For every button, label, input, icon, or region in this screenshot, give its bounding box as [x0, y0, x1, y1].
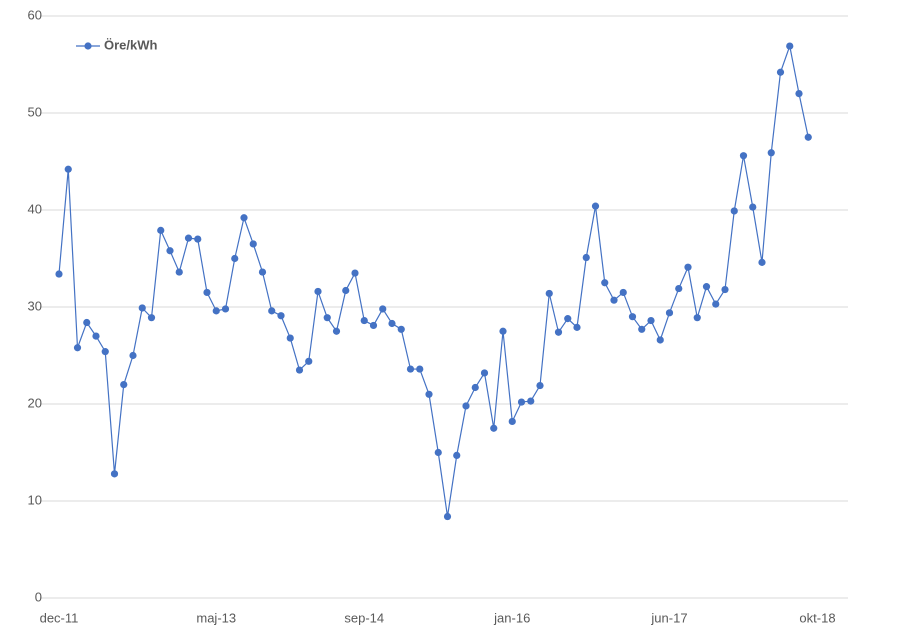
point — [120, 381, 128, 389]
point — [388, 319, 396, 328]
point — [157, 226, 165, 234]
point — [138, 304, 146, 312]
point — [471, 383, 479, 392]
point — [554, 328, 563, 336]
point — [351, 269, 359, 277]
point — [129, 351, 137, 360]
point — [379, 305, 387, 313]
point — [721, 285, 729, 294]
y-tick-label: 30 — [28, 298, 42, 313]
x-tick-label: sep-14 — [344, 610, 384, 625]
point — [231, 254, 239, 263]
point — [64, 165, 72, 173]
point — [776, 68, 785, 76]
point — [527, 397, 535, 405]
point — [305, 357, 313, 365]
point — [314, 287, 322, 296]
point — [656, 336, 664, 344]
point — [73, 344, 82, 352]
point — [166, 247, 174, 255]
point — [628, 313, 637, 321]
point — [369, 321, 378, 330]
point — [443, 512, 452, 521]
point — [536, 381, 544, 390]
point — [684, 263, 692, 271]
point — [601, 279, 609, 287]
point — [175, 268, 183, 276]
point — [758, 258, 766, 266]
x-tick-label: dec-11 — [40, 610, 79, 625]
point — [83, 318, 91, 327]
y-tick-label: 40 — [28, 201, 42, 216]
point — [490, 424, 498, 432]
point — [665, 309, 674, 317]
point — [194, 235, 202, 243]
point — [101, 348, 109, 356]
point — [342, 286, 350, 295]
point — [184, 234, 193, 242]
point — [749, 203, 757, 211]
point — [702, 283, 711, 291]
point — [499, 327, 507, 335]
point — [277, 312, 285, 320]
point — [249, 240, 257, 248]
point — [795, 90, 803, 98]
point — [434, 448, 442, 457]
point — [582, 253, 590, 262]
point — [212, 307, 220, 315]
point — [508, 417, 516, 426]
point — [786, 42, 794, 50]
point — [693, 314, 701, 322]
point — [221, 305, 230, 313]
point — [610, 296, 618, 304]
x-tick-label: okt-18 — [799, 610, 835, 625]
point — [203, 288, 211, 297]
point — [416, 365, 424, 373]
point — [804, 133, 812, 141]
point — [258, 268, 267, 276]
point — [268, 307, 276, 315]
legend-label: Öre/kWh — [104, 37, 158, 52]
point — [638, 325, 646, 333]
point — [712, 300, 720, 308]
point — [92, 332, 100, 340]
point — [55, 270, 63, 278]
point — [767, 149, 775, 157]
point — [545, 289, 553, 298]
point — [147, 314, 156, 322]
point — [286, 334, 294, 342]
point — [730, 207, 738, 215]
point — [110, 470, 119, 478]
point — [517, 398, 526, 406]
line — [58, 43, 809, 517]
x-tick-label: maj-13 — [196, 610, 236, 625]
point — [480, 369, 489, 377]
y-tick-label: 10 — [28, 492, 42, 507]
point — [323, 314, 331, 322]
y-tick-label: 60 — [28, 7, 42, 22]
point — [397, 325, 405, 333]
point — [739, 152, 748, 160]
legend-marker — [84, 42, 92, 50]
point — [573, 323, 581, 331]
point — [462, 402, 470, 410]
point — [240, 214, 248, 222]
x-tick-label: jan-16 — [493, 610, 530, 625]
point — [425, 390, 433, 398]
point — [564, 315, 572, 323]
x-tick-label: jun-17 — [650, 610, 687, 625]
y-tick-label: 50 — [28, 104, 42, 119]
point — [332, 327, 341, 335]
point — [647, 316, 655, 325]
point — [675, 284, 683, 293]
y-tick-label: 20 — [28, 395, 42, 410]
point — [453, 451, 461, 460]
point — [295, 366, 304, 374]
y-tick-label: 0 — [35, 589, 42, 604]
point — [360, 316, 368, 325]
point — [619, 288, 627, 297]
point — [591, 202, 600, 210]
point — [406, 365, 415, 373]
